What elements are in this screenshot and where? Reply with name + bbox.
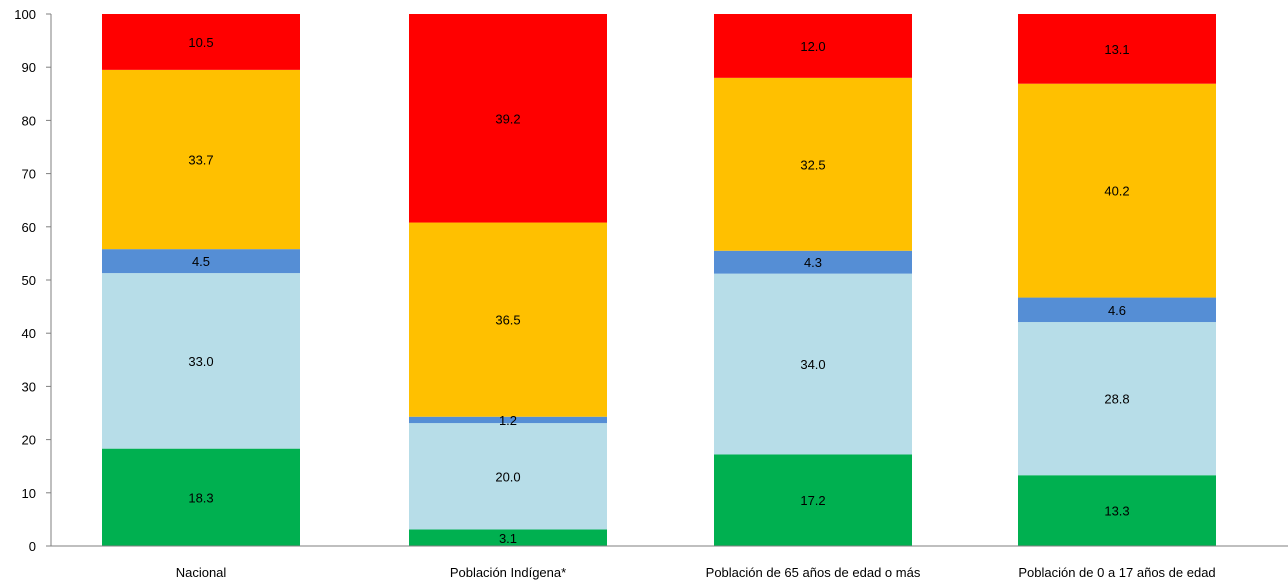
y-tick-label: 90 — [22, 60, 36, 75]
bar-segment-1-1 — [102, 448, 300, 546]
bar-segment-1-4 — [102, 69, 300, 250]
bar-segment-4-5 — [1018, 14, 1216, 84]
bar-segment-2-1 — [409, 529, 607, 546]
data-label: 10.5 — [188, 35, 213, 50]
bar-segment-2-4 — [409, 222, 607, 417]
y-tick-label: 70 — [22, 167, 36, 182]
bar-segment-2-2 — [409, 423, 607, 530]
x-axis: Nacional Población Indígena* Población de … — [51, 545, 1288, 580]
x-tick-label: Nacional — [176, 565, 227, 580]
data-label: 13.3 — [1104, 504, 1129, 519]
y-tick-label: 10 — [22, 486, 36, 501]
y-tick-label: 40 — [22, 326, 36, 341]
data-label: 34.0 — [800, 357, 825, 372]
bar-segment-4-3 — [1018, 297, 1216, 323]
y-tick-label: 100 — [14, 7, 36, 22]
data-label: 1.2 — [499, 413, 517, 428]
data-label: 4.3 — [804, 255, 822, 270]
data-label: 3.1 — [499, 531, 517, 546]
bar-segment-1-3 — [102, 249, 300, 274]
bar-segment-3-1 — [714, 454, 912, 546]
x-tick-label: Población de 65 años de edad o más — [706, 565, 921, 580]
data-label: 33.0 — [188, 354, 213, 369]
data-label: 17.2 — [800, 493, 825, 508]
data-label: 18.3 — [188, 490, 213, 505]
data-label: 28.8 — [1104, 392, 1129, 407]
data-label: 13.1 — [1104, 42, 1129, 57]
y-tick-label: 80 — [22, 113, 36, 128]
bar-segment-4-2 — [1018, 322, 1216, 476]
x-tick-label: Población de 0 a 17 años de edad — [1018, 565, 1215, 580]
data-label: 4.5 — [192, 254, 210, 269]
y-tick-label: 50 — [22, 273, 36, 288]
bar-segment-4-1 — [1018, 475, 1216, 546]
bar-segments — [102, 14, 1216, 546]
y-axis: 0 10 20 30 40 50 60 70 80 90 100 — [14, 7, 52, 554]
data-label: 20.0 — [495, 469, 520, 484]
data-label: 40.2 — [1104, 184, 1129, 199]
x-tick-label: Población Indígena* — [450, 565, 566, 580]
y-tick-label: 30 — [22, 379, 36, 394]
bar-segment-1-5 — [102, 14, 300, 70]
bar-segment-2-5 — [409, 14, 607, 223]
bar-segment-3-5 — [714, 14, 912, 78]
data-label: 39.2 — [495, 111, 520, 126]
bar-segment-3-4 — [714, 77, 912, 251]
bar-segment-4-4 — [1018, 83, 1216, 298]
bar-segment-1-2 — [102, 273, 300, 449]
bar-segment-3-3 — [714, 250, 912, 274]
data-label: 4.6 — [1108, 303, 1126, 318]
y-tick-label: 60 — [22, 220, 36, 235]
data-labels: 18.3 33.0 4.5 33.7 10.5 3.1 20.0 1.2 36.5 39.2 17.… — [188, 35, 1129, 546]
data-label: 36.5 — [495, 313, 520, 328]
data-label: 32.5 — [800, 157, 825, 172]
bar-segment-2-3 — [409, 416, 607, 424]
y-tick-label: 0 — [29, 539, 36, 554]
data-label: 12.0 — [800, 39, 825, 54]
bar-segment-3-2 — [714, 273, 912, 455]
data-label: 33.7 — [188, 153, 213, 168]
y-tick-label: 20 — [22, 433, 36, 448]
